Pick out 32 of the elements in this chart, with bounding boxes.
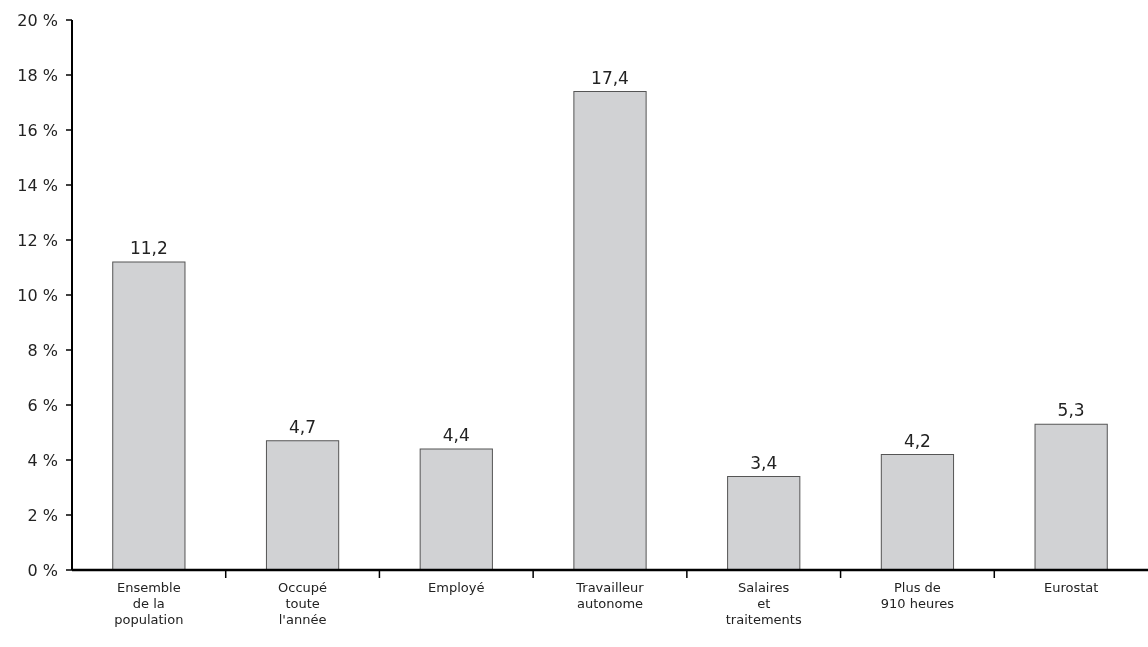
y-tick-label: 2 % — [27, 505, 58, 525]
y-tick-label: 14 % — [17, 175, 58, 195]
data-label: 17,4 — [591, 67, 629, 88]
bar — [112, 261, 186, 571]
data-label: 4,4 — [442, 425, 470, 445]
data-label: 11,2 — [129, 238, 168, 258]
bar — [727, 476, 801, 571]
data-label: 5,3 — [1057, 400, 1085, 421]
y-tick-label: 16 % — [17, 120, 58, 140]
x-tick-label: Plus de 910 heures — [880, 580, 955, 611]
y-tick-label: 6 % — [27, 395, 58, 415]
data-label: 4,7 — [289, 416, 317, 437]
data-label: 4,2 — [903, 430, 931, 451]
x-tick-label: Eurostat — [1043, 580, 1099, 595]
x-tick-label: Salaires et traitements — [725, 580, 802, 627]
y-tick-label: 20 % — [17, 10, 58, 30]
y-tick-label: 4 % — [27, 450, 58, 470]
y-tick-label: 0 % — [27, 560, 58, 580]
x-tick-label: Occupé toute l'année — [278, 580, 328, 627]
bar — [419, 448, 493, 571]
y-tick-label: 18 % — [17, 65, 58, 85]
bar — [573, 91, 647, 571]
y-tick-label: 8 % — [27, 340, 58, 360]
x-tick-label: Employé — [428, 580, 485, 595]
x-tick-label: Travailleur autonome — [575, 580, 645, 611]
y-tick-label: 10 % — [17, 285, 58, 305]
bar — [1034, 423, 1108, 571]
data-label: 3,4 — [750, 452, 778, 473]
x-tick-label: Ensemble de la population — [114, 580, 184, 627]
bar — [880, 454, 955, 571]
y-tick-label: 12 % — [17, 230, 58, 250]
bar — [265, 440, 340, 571]
